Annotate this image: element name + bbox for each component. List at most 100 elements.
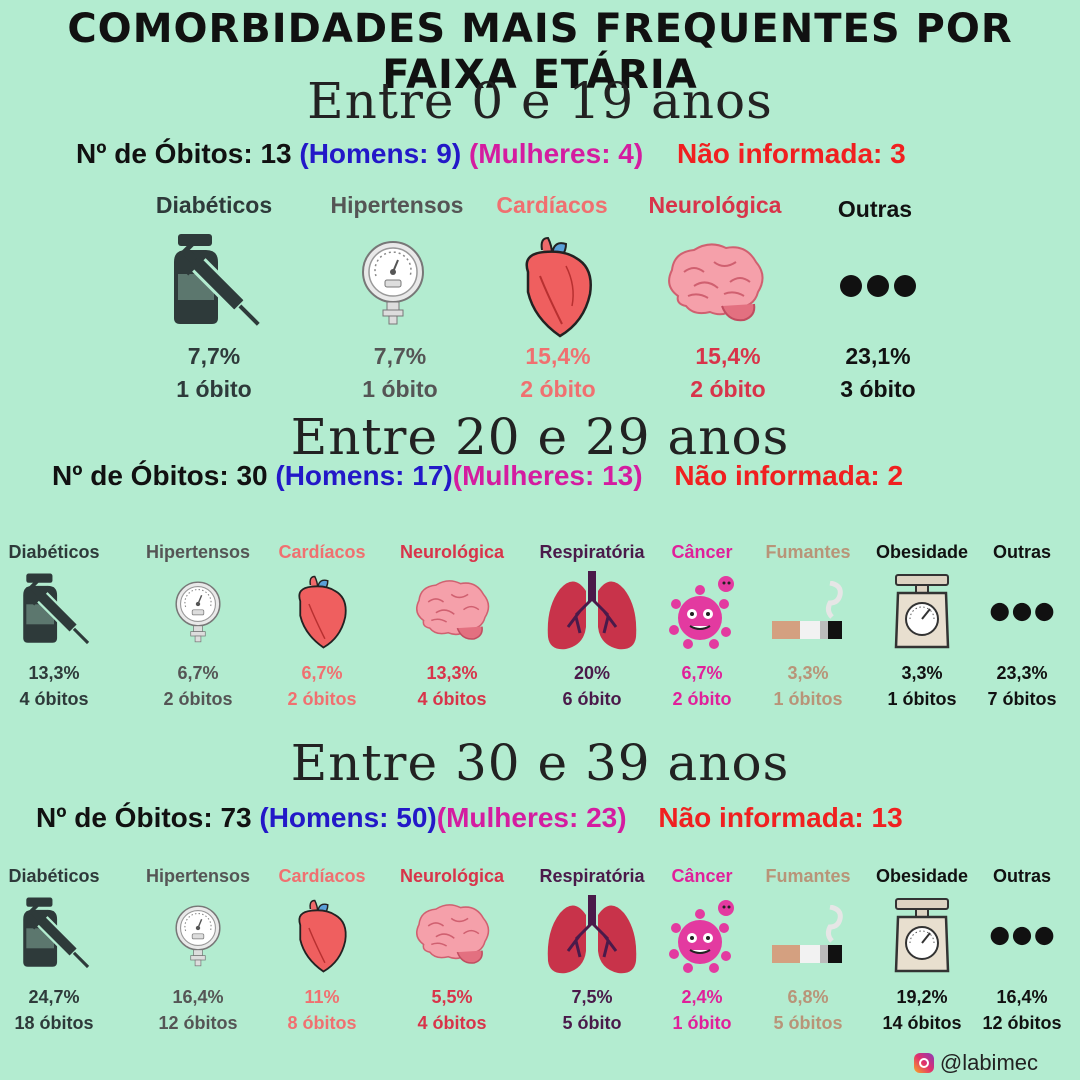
item-pct: 7,5% bbox=[571, 987, 613, 1007]
item-count: 12 óbitos bbox=[982, 1013, 1062, 1034]
item-label: Obesidade bbox=[875, 866, 969, 886]
lungs-icon bbox=[546, 571, 638, 657]
item-outras: Outras bbox=[815, 196, 935, 223]
item-label: Diabéticos bbox=[8, 866, 100, 886]
section-title-30-39: Entre 30 e 39 anos bbox=[290, 734, 790, 792]
item-count: 1 óbito bbox=[672, 1013, 732, 1034]
obitos-nao-informada: Não informada: 13 bbox=[658, 802, 903, 833]
syringe-vial-icon bbox=[18, 572, 90, 656]
item-outras: Outras bbox=[952, 542, 1080, 563]
item-hipertensos: Hipertensos bbox=[322, 192, 472, 219]
brain-icon bbox=[412, 579, 492, 649]
item-label: Hipertensos bbox=[145, 866, 251, 886]
footer: @labimec bbox=[913, 1050, 1038, 1076]
item-label: Obesidade bbox=[875, 542, 969, 562]
item-count: 7 óbitos bbox=[987, 689, 1057, 710]
item-neurologica-values: 15,4% 2 óbito bbox=[668, 340, 788, 407]
item-neurologica: Neurológica bbox=[640, 192, 790, 219]
item-count: 1 óbitos bbox=[773, 689, 843, 710]
item-pct: 20% bbox=[573, 663, 611, 683]
item-label: Cardíacos bbox=[278, 542, 366, 562]
item-diabeticos-values: 24,7% 18 óbitos bbox=[0, 984, 124, 1036]
instagram-icon[interactable] bbox=[913, 1053, 934, 1073]
obitos-homens: (Homens: 9) bbox=[299, 138, 462, 169]
item-label: Câncer bbox=[671, 866, 733, 886]
item-hipertensos: Hipertensos bbox=[128, 542, 268, 563]
item-count: 5 óbitos bbox=[773, 1013, 843, 1034]
item-fumantes: Fumantes bbox=[738, 542, 878, 563]
item-pct: 15,4% bbox=[695, 343, 761, 369]
item-pct: 24,7% bbox=[28, 987, 80, 1007]
dots-icon bbox=[989, 600, 1055, 628]
item-pct: 6,8% bbox=[787, 987, 829, 1007]
item-outras-values: 23,1% 3 óbito bbox=[818, 340, 938, 407]
item-hipertensos-values: 7,7% 1 óbito bbox=[340, 340, 460, 407]
obitos-mulheres: (Mulheres: 13) bbox=[452, 460, 643, 491]
instagram-handle[interactable]: @labimec bbox=[939, 1050, 1038, 1075]
item-hipertensos-values: 6,7% 2 óbitos bbox=[128, 660, 268, 712]
item-pct: 6,7% bbox=[177, 663, 219, 683]
item-obesidade: Obesidade bbox=[852, 866, 992, 887]
item-count: 1 óbitos bbox=[887, 689, 957, 710]
item-count: 1 óbito bbox=[176, 376, 252, 403]
item-neurologica-values: 13,3% 4 óbitos bbox=[382, 660, 522, 712]
item-pct: 13,3% bbox=[28, 663, 80, 683]
section-title-20-29: Entre 20 e 29 anos bbox=[290, 408, 790, 466]
item-pct: 7,7% bbox=[373, 343, 427, 369]
item-count: 3 óbito bbox=[840, 376, 916, 403]
item-label: Outras bbox=[837, 196, 913, 222]
obitos-mulheres: (Mulheres: 4) bbox=[468, 138, 644, 169]
item-count: 4 óbitos bbox=[417, 689, 487, 710]
item-cardiacos-values: 11% 8 óbitos bbox=[252, 984, 392, 1036]
item-fumantes-values: 6,8% 5 óbitos bbox=[738, 984, 878, 1036]
item-respiratoria: Respiratória bbox=[522, 866, 662, 887]
item-obesidade: Obesidade bbox=[852, 542, 992, 563]
item-pct: 23,3% bbox=[996, 663, 1048, 683]
item-respiratoria: Respiratória bbox=[522, 542, 662, 563]
item-label: Diabéticos bbox=[8, 542, 100, 562]
heart-icon bbox=[293, 899, 351, 977]
page-title: COMORBIDADES MAIS FREQUENTES POR FAIXA E… bbox=[67, 6, 1013, 98]
item-label: Hipertensos bbox=[145, 542, 251, 562]
heart-icon bbox=[525, 236, 592, 338]
item-label: Fumantes bbox=[765, 542, 851, 562]
item-label: Outras bbox=[992, 866, 1052, 886]
item-label: Neurológica bbox=[399, 542, 505, 562]
section-stats-30-39: Nº de Óbitos: 73 (Homens: 50)(Mulheres: … bbox=[36, 802, 903, 834]
item-pct: 7,7% bbox=[187, 343, 241, 369]
item-label: Hipertensos bbox=[330, 192, 464, 218]
dots-icon bbox=[840, 275, 916, 297]
item-pct: 6,7% bbox=[301, 663, 343, 683]
item-label: Neurológica bbox=[648, 192, 782, 218]
item-pct: 15,4% bbox=[525, 343, 591, 369]
obitos-mulheres: (Mulheres: 23) bbox=[436, 802, 627, 833]
item-outras-values: 23,3% 7 óbitos bbox=[952, 660, 1080, 712]
obitos-total: Nº de Óbitos: 13 bbox=[76, 138, 292, 169]
item-count: 8 óbitos bbox=[287, 1013, 357, 1034]
item-count: 1 óbito bbox=[362, 376, 438, 403]
item-cardiacos: Cardíacos bbox=[252, 542, 392, 563]
item-cardiacos: Cardíacos bbox=[252, 866, 392, 887]
obitos-homens: (Homens: 50) bbox=[259, 802, 437, 833]
item-cancer: Câncer bbox=[632, 866, 772, 887]
item-diabeticos-values: 7,7% 1 óbito bbox=[154, 340, 274, 407]
scale-icon bbox=[890, 897, 954, 979]
item-count: 14 óbitos bbox=[882, 1013, 962, 1034]
item-pct: 5,5% bbox=[431, 987, 473, 1007]
item-count: 2 óbitos bbox=[163, 689, 233, 710]
item-pct: 3,3% bbox=[787, 663, 829, 683]
item-cancer-values: 6,7% 2 óbito bbox=[632, 660, 772, 712]
item-neurologica: Neurológica bbox=[382, 542, 522, 563]
item-label: Cardíacos bbox=[496, 192, 608, 218]
pressure-gauge-icon bbox=[174, 904, 222, 972]
item-diabeticos-values: 13,3% 4 óbitos bbox=[0, 660, 124, 712]
syringe-vial-icon bbox=[174, 234, 260, 326]
item-count: 2 óbito bbox=[672, 689, 732, 710]
item-cardiacos-values: 15,4% 2 óbito bbox=[498, 340, 618, 407]
lungs-icon bbox=[546, 895, 638, 981]
heart-icon bbox=[293, 575, 351, 653]
item-diabeticos: Diabéticos bbox=[0, 542, 124, 563]
item-diabeticos: Diabéticos bbox=[154, 192, 274, 219]
item-label: Câncer bbox=[671, 542, 733, 562]
item-outras-values: 16,4% 12 óbitos bbox=[952, 984, 1080, 1036]
